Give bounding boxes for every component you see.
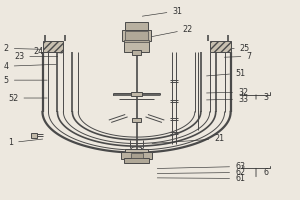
- Bar: [131, 92, 142, 96]
- Bar: [130, 153, 142, 158]
- Bar: [210, 41, 231, 52]
- Text: 23: 23: [14, 52, 58, 61]
- Text: 63: 63: [157, 162, 245, 171]
- Text: 51: 51: [206, 69, 245, 78]
- Text: 61: 61: [157, 174, 245, 183]
- Bar: [125, 149, 148, 153]
- Text: 32: 32: [206, 88, 248, 97]
- Bar: [125, 31, 148, 40]
- Text: 1: 1: [8, 138, 43, 147]
- Bar: [125, 22, 148, 30]
- Bar: [121, 152, 152, 159]
- Text: 7: 7: [224, 52, 251, 61]
- Bar: [124, 158, 149, 163]
- Text: 52: 52: [8, 94, 47, 103]
- Bar: [124, 41, 149, 52]
- Text: 22: 22: [145, 25, 193, 38]
- Text: 4: 4: [4, 62, 56, 71]
- Text: 31: 31: [142, 7, 182, 16]
- Text: 2: 2: [4, 44, 41, 53]
- Bar: [31, 133, 37, 138]
- Text: 62: 62: [157, 168, 245, 177]
- Bar: [132, 50, 141, 55]
- Text: 5: 5: [4, 76, 47, 85]
- Text: 6: 6: [263, 168, 268, 177]
- Text: 21: 21: [152, 134, 224, 143]
- Bar: [122, 30, 151, 41]
- Bar: [43, 41, 63, 52]
- Bar: [132, 118, 141, 122]
- Bar: [124, 40, 149, 42]
- Text: 3: 3: [263, 93, 268, 102]
- Text: 25: 25: [230, 44, 250, 53]
- Text: 33: 33: [206, 95, 248, 104]
- Text: 24: 24: [34, 47, 62, 56]
